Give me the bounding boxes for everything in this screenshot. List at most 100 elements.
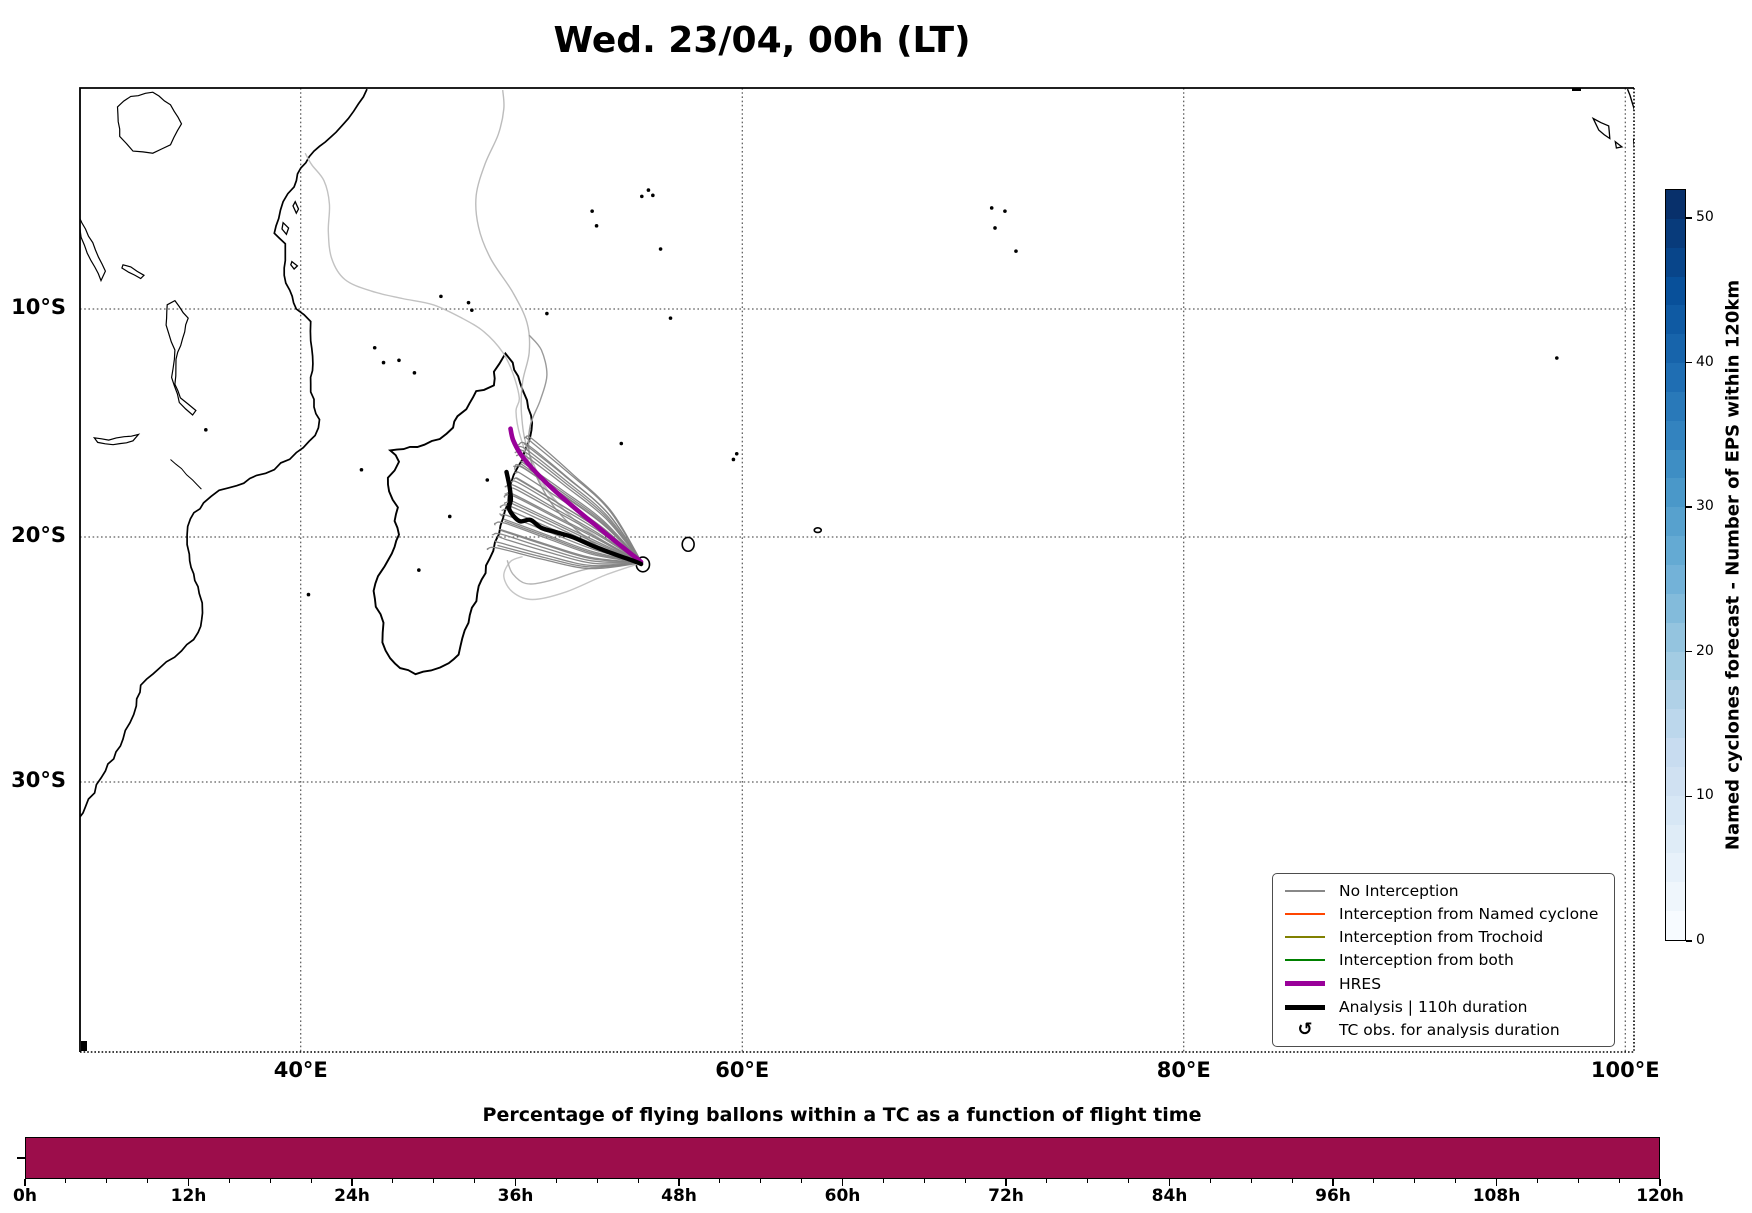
bottom-chart-x-minor-tick	[882, 1179, 884, 1183]
bottom-chart-x-tick-label: 72h	[988, 1186, 1024, 1206]
bottom-chart-x-minor-tick	[1291, 1179, 1293, 1183]
africa-coastline	[80, 88, 368, 819]
colorbar-tick-label: 40	[1696, 353, 1714, 370]
bottom-chart-x-minor-tick	[1128, 1179, 1130, 1183]
bottom-chart-x-tick	[678, 1179, 680, 1186]
bottom-chart-x-minor-tick	[555, 1179, 557, 1183]
coastlines	[80, 88, 1634, 1051]
legend-label: HRES	[1339, 974, 1382, 993]
colorbar-tick	[1686, 940, 1692, 942]
colorbar-block	[1666, 622, 1685, 652]
bottom-chart-x-tick-label: 36h	[497, 1186, 534, 1206]
legend-line-swatch	[1285, 889, 1325, 892]
bottom-chart-x-tick-label: 108h	[1472, 1186, 1521, 1206]
legend-item: Interception from both	[1285, 949, 1604, 972]
bottom-chart-x-minor-tick	[760, 1179, 762, 1183]
bottom-chart-x-tick	[514, 1179, 517, 1186]
legend-line-swatch	[1285, 981, 1325, 987]
bottom-chart-x-minor-tick	[1455, 1179, 1457, 1183]
bottom-chart-x-tick	[1168, 1179, 1171, 1186]
bottom-chart-y-tick	[17, 1157, 25, 1159]
legend-line-swatch	[1285, 959, 1325, 962]
colorbar-block	[1666, 478, 1685, 508]
colorbar-block	[1666, 709, 1685, 739]
colorbar-block	[1666, 911, 1685, 940]
colorbar-block	[1666, 853, 1685, 883]
legend-label: TC obs. for analysis duration	[1339, 1021, 1560, 1040]
bottom-chart-x-minor-tick	[1373, 1179, 1375, 1183]
tc-obs-rotation-icon: ↺	[1297, 1019, 1313, 1041]
map-x-tick-label: 60°E	[715, 1058, 770, 1082]
colorbar-tick-label: 10	[1696, 787, 1714, 804]
hres-trajectory	[508, 426, 644, 565]
bottom-chart-x-minor-tick	[433, 1179, 435, 1183]
analysis-trajectory	[504, 469, 644, 567]
bottom-chart-x-tick-label: 84h	[1151, 1186, 1188, 1206]
bottom-chart-x-minor-tick	[65, 1179, 67, 1183]
legend-label: Interception from Trochoid	[1339, 928, 1544, 947]
colorbar-block	[1666, 738, 1685, 767]
bottom-chart-x-tick	[187, 1179, 190, 1186]
legend-label: Interception from Named cyclone	[1339, 904, 1599, 923]
legend-item: Analysis | 110h duration	[1285, 996, 1604, 1019]
colorbar-block	[1666, 218, 1685, 248]
bottom-chart-x-tick-label: 24h	[334, 1186, 370, 1206]
bottom-chart-x-minor-tick	[637, 1179, 639, 1183]
bottom-chart-x-minor-tick	[392, 1179, 394, 1183]
bottom-chart-bar	[25, 1137, 1660, 1179]
bottom-chart-x-tick-label: 0h	[13, 1186, 37, 1206]
bottom-chart-x-tick	[351, 1179, 353, 1186]
colorbar-block	[1666, 305, 1685, 335]
bottom-chart-x-tick-label: 48h	[661, 1186, 697, 1206]
colorbar-block	[1666, 766, 1685, 796]
bottom-chart-x-minor-tick	[719, 1179, 721, 1183]
colorbar	[1665, 189, 1686, 941]
colorbar-tick	[1686, 795, 1692, 798]
bottom-chart-x-minor-tick	[269, 1179, 271, 1183]
bottom-chart-x-tick	[1332, 1179, 1334, 1186]
bottom-chart-x-tick-label: 96h	[1315, 1186, 1351, 1206]
bottom-chart-x-minor-tick	[801, 1179, 803, 1183]
map-border	[79, 87, 1635, 1053]
colorbar-tick	[1686, 506, 1692, 508]
bottom-chart-x-minor-tick	[474, 1179, 476, 1183]
colorbar-tick-label: 20	[1696, 642, 1714, 659]
legend-label: No Interception	[1339, 881, 1459, 900]
legend-line-swatch	[1285, 936, 1325, 939]
colorbar-block	[1666, 795, 1685, 825]
colorbar-tick-label: 50	[1696, 208, 1714, 225]
bottom-chart-x-minor-tick	[1618, 1179, 1620, 1183]
colorbar-block	[1666, 334, 1685, 364]
colorbar-tick	[1686, 361, 1692, 364]
bottom-chart-x-tick-label: 60h	[824, 1186, 861, 1206]
map-gridlines	[80, 88, 1634, 1052]
map-x-tick-label: 100°E	[1590, 1058, 1660, 1082]
bottom-chart-x-minor-tick	[147, 1179, 149, 1183]
bottom-chart-x-tick-label: 12h	[170, 1186, 207, 1206]
bottom-chart-x-tick	[841, 1179, 844, 1186]
bottom-chart-x-minor-tick	[310, 1179, 312, 1183]
bottom-chart-x-minor-tick	[1209, 1179, 1211, 1183]
bottom-chart-x-minor-tick	[964, 1179, 966, 1183]
bottom-chart-x-minor-tick	[596, 1179, 598, 1183]
colorbar-block	[1666, 680, 1685, 710]
colorbar-block	[1666, 564, 1685, 594]
colorbar-block	[1666, 391, 1685, 421]
legend-line-swatch	[1285, 1004, 1325, 1010]
colorbar-tick-label: 0	[1696, 932, 1705, 948]
bottom-chart-x-minor-tick	[1046, 1179, 1048, 1183]
map-legend: No Interception Interception from Named c…	[1272, 873, 1615, 1047]
legend-line-swatch	[1285, 912, 1325, 915]
bottom-chart-x-tick	[24, 1179, 26, 1186]
bottom-chart-x-minor-tick	[923, 1179, 925, 1183]
colorbar-block	[1666, 190, 1685, 219]
map-y-tick-label: 20°S	[11, 523, 66, 547]
colorbar-block	[1666, 651, 1685, 681]
legend-label: Interception from both	[1339, 951, 1514, 970]
colorbar-block	[1666, 882, 1685, 912]
bottom-chart-x-tick	[1659, 1179, 1661, 1186]
colorbar-block	[1666, 420, 1685, 450]
colorbar-tick	[1686, 217, 1692, 219]
colorbar-block	[1666, 824, 1685, 854]
